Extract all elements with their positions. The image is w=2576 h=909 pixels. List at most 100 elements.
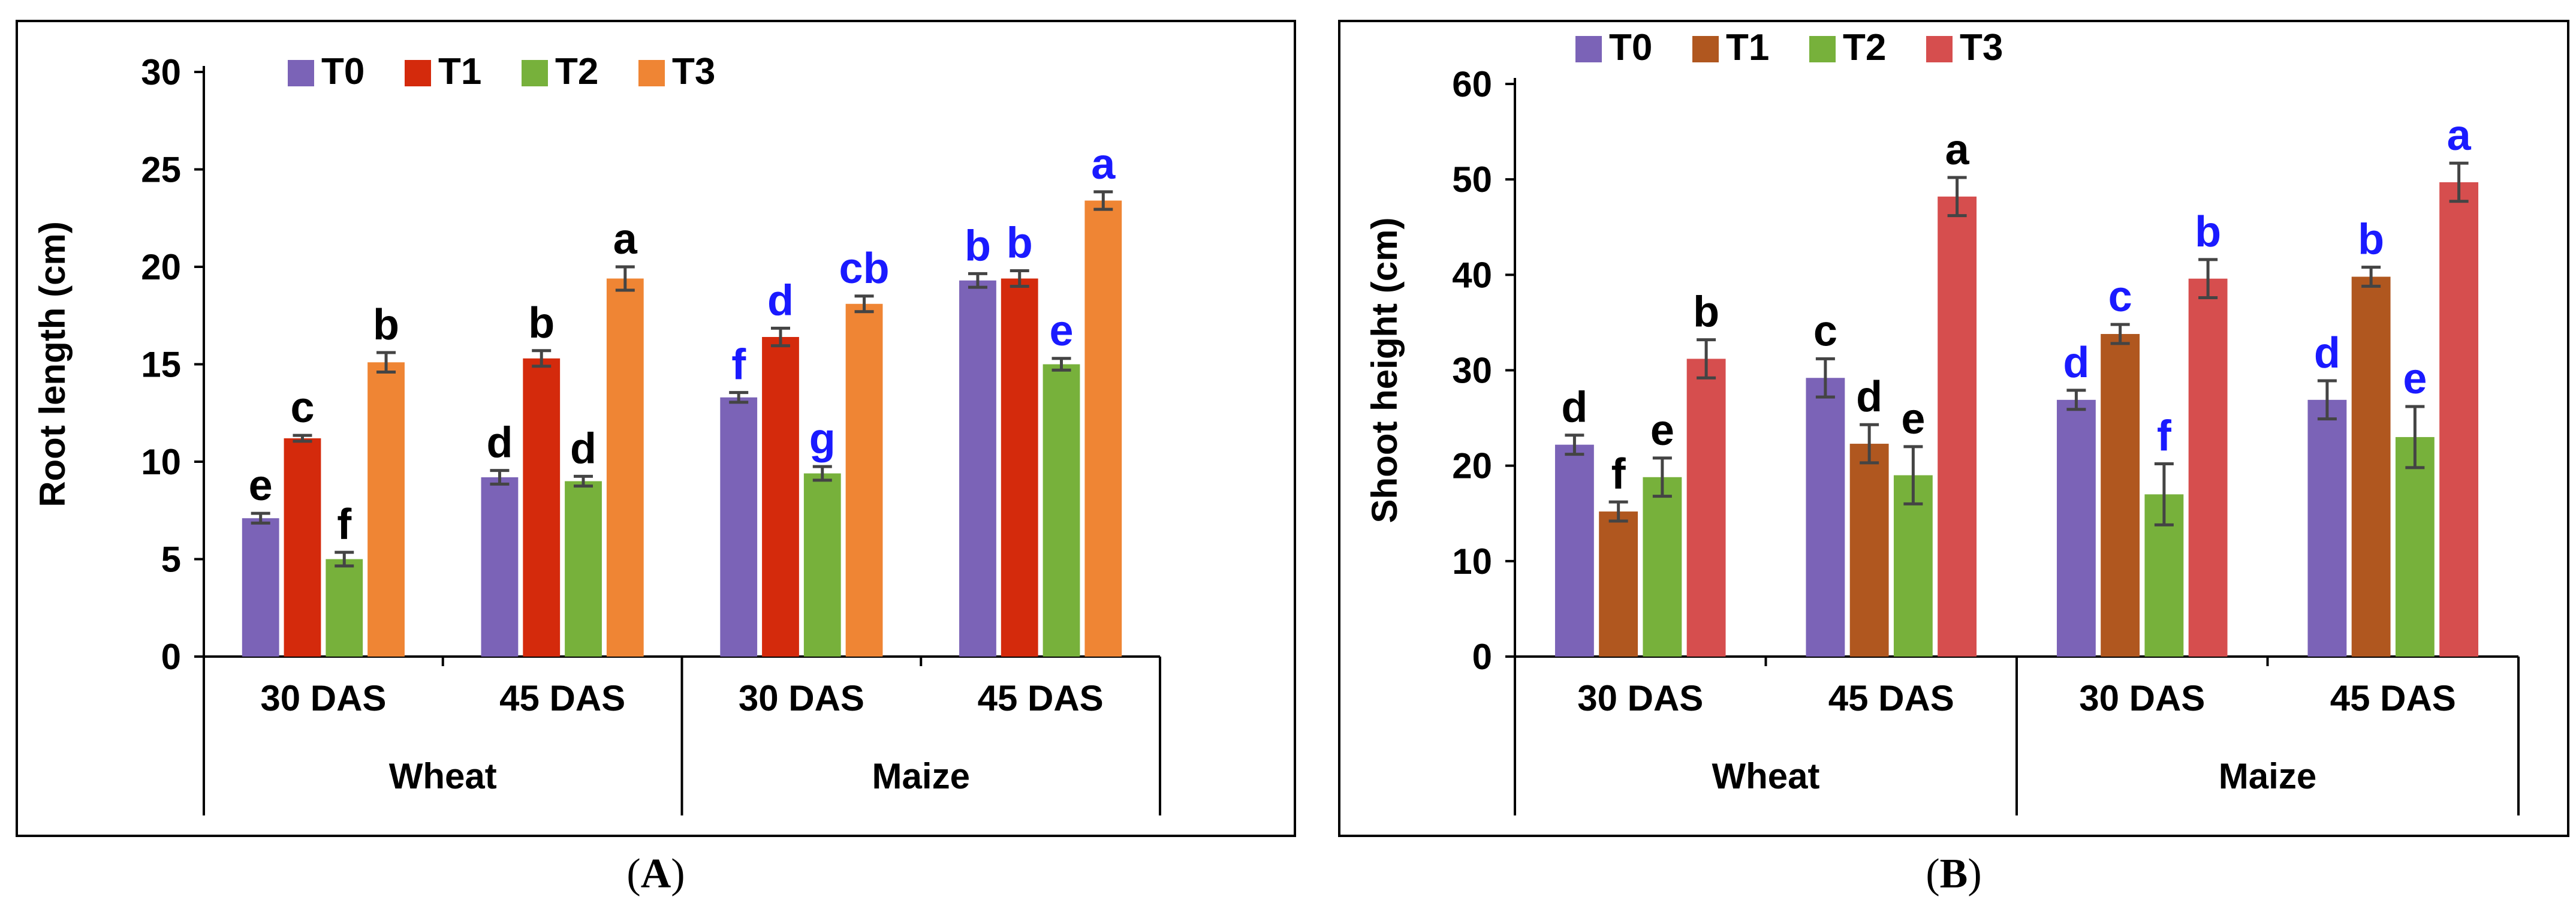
bar-t3 <box>1938 196 1977 657</box>
legend-swatch-t1 <box>405 60 431 86</box>
bar-t0 <box>959 280 996 657</box>
significance-letter: d <box>486 419 513 467</box>
significance-letter: e <box>249 462 273 510</box>
panel-frame <box>16 20 1296 837</box>
significance-letter: f <box>731 341 746 389</box>
group-label: Maize <box>872 756 970 796</box>
significance-letter: d <box>2314 329 2340 377</box>
y-tick-label: 50 <box>1452 159 1492 200</box>
panel-label: (A) <box>626 851 685 897</box>
group-label: Maize <box>2219 756 2316 796</box>
significance-letter: e <box>1901 395 1925 443</box>
y-tick-label: 30 <box>141 52 181 92</box>
significance-letter: f <box>2157 412 2172 460</box>
bar-t0 <box>242 518 279 657</box>
group-label: Wheat <box>1712 756 1820 796</box>
legend-label: T0 <box>1609 27 1652 68</box>
significance-letter: a <box>1091 140 1116 188</box>
panel-label: (B) <box>1926 851 1981 897</box>
x-category-label: 30 DAS <box>1577 678 1703 718</box>
significance-letter: d <box>1561 384 1587 432</box>
bar-t1 <box>1599 511 1638 657</box>
bar-t1 <box>762 337 799 657</box>
significance-letter: a <box>613 215 638 263</box>
bar-t3 <box>2439 182 2479 657</box>
y-tick-label: 30 <box>1452 351 1492 391</box>
legend-swatch-t3 <box>1926 36 1953 62</box>
legend-label: T2 <box>1843 27 1886 68</box>
legend-swatch-t3 <box>638 60 665 86</box>
significance-letter: b <box>373 301 399 349</box>
significance-letter: a <box>1945 126 1970 174</box>
bar-t0 <box>481 477 519 657</box>
y-tick-label: 60 <box>1452 64 1492 104</box>
bar-t3 <box>2188 278 2228 657</box>
significance-letter: b <box>2195 208 2221 256</box>
bar-t3 <box>1686 359 1726 657</box>
y-tick-label: 0 <box>1472 637 1492 677</box>
significance-letter: b <box>1693 288 1719 336</box>
y-tick-label: 0 <box>161 637 181 677</box>
significance-letter: e <box>2403 355 2427 403</box>
legend-swatch-t0 <box>1575 36 1602 62</box>
panel-label-letter: B <box>1940 851 1968 897</box>
legend-label: T0 <box>321 51 364 92</box>
x-category-label: 30 DAS <box>260 678 386 718</box>
significance-letter: d <box>570 425 596 472</box>
bar-t0 <box>2056 399 2096 657</box>
bar-t0 <box>720 397 758 657</box>
bar-t3 <box>845 303 883 657</box>
significance-letter: cb <box>839 245 890 293</box>
bar-t2 <box>803 473 841 657</box>
bar-t1 <box>2351 276 2391 657</box>
bar-t0 <box>2307 399 2347 657</box>
x-category-label: 45 DAS <box>499 678 625 718</box>
y-tick-label: 10 <box>1452 541 1492 582</box>
bar-t3 <box>367 362 405 657</box>
panel-frame <box>1338 20 2569 837</box>
bar-t0 <box>1806 378 1845 657</box>
significance-letter: b <box>2358 216 2384 264</box>
bar-t1 <box>1849 444 1889 657</box>
x-category-label: 30 DAS <box>739 678 864 718</box>
legend-label: T2 <box>555 51 598 92</box>
legend-swatch-t0 <box>288 60 314 86</box>
x-category-label: 45 DAS <box>1828 678 1954 718</box>
bar-t1 <box>284 438 321 657</box>
legend-label: T1 <box>1726 27 1769 68</box>
significance-letter: f <box>337 501 352 549</box>
significance-letter: d <box>767 276 794 324</box>
bar-t1 <box>523 358 561 657</box>
legend-swatch-t1 <box>1692 36 1719 62</box>
significance-letter: b <box>528 299 555 347</box>
significance-letter: a <box>2447 112 2472 159</box>
legend-label: T1 <box>438 51 481 92</box>
x-category-label: 45 DAS <box>978 678 1104 718</box>
y-axis-title: Root length (cm) <box>32 221 73 507</box>
significance-letter: d <box>2063 339 2089 387</box>
panel-b-shoot-height-chart: 0 10 20 30 40 50 60 Shoot height (cm) 30 DAS 45 D… <box>1338 20 2569 837</box>
x-category-label: 45 DAS <box>2330 678 2456 718</box>
bar-t1 <box>2101 334 2140 657</box>
significance-letter: e <box>1049 307 1073 355</box>
bar-t1 <box>1001 278 1038 657</box>
panel-a-root-length-chart: 0 5 10 15 20 25 30 Root length (cm) 30 DAS 45 DAS… <box>16 20 1296 837</box>
bar-t2 <box>326 559 363 657</box>
significance-letter: e <box>1650 407 1674 454</box>
legend-label: T3 <box>1960 27 2003 68</box>
y-tick-label: 40 <box>1452 255 1492 295</box>
x-category-label: 30 DAS <box>2079 678 2205 718</box>
y-tick-label: 10 <box>141 442 181 482</box>
bar-t2 <box>1643 477 1682 657</box>
panel-label-letter: A <box>641 851 671 897</box>
bar-t2 <box>1893 475 1933 657</box>
y-tick-label: 20 <box>1452 446 1492 486</box>
significance-letter: c <box>2108 273 2132 321</box>
bar-t2 <box>2395 437 2435 657</box>
significance-letter: b <box>1007 219 1033 267</box>
bar-t2 <box>565 481 602 657</box>
significance-letter: d <box>1856 373 1882 421</box>
group-label: Wheat <box>389 756 497 796</box>
significance-letter: c <box>290 384 314 432</box>
